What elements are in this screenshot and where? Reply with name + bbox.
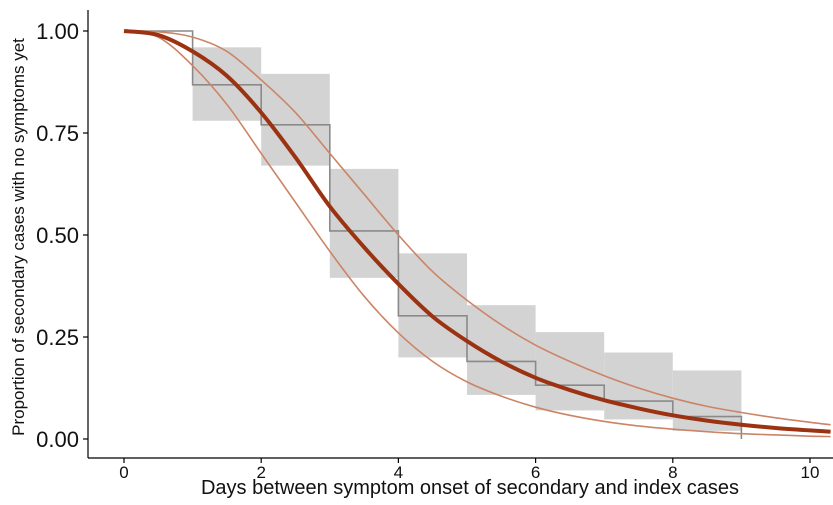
x-tick-label-4: 8	[668, 463, 677, 482]
y-tick-label-0: 0.00	[36, 427, 79, 452]
upper-bound-curve	[123, 30, 831, 426]
y-tick-label-2: 0.50	[36, 223, 79, 248]
y-tick-label-4: 1.00	[36, 19, 79, 44]
x-tick-label-5: 10	[801, 463, 820, 482]
x-tick-label-1: 2	[256, 463, 265, 482]
x-tick-label-3: 6	[531, 463, 540, 482]
ci-band-2	[261, 73, 330, 166]
curve-layer	[123, 29, 831, 438]
y-axis-title: Proportion of secondary cases with no sy…	[9, 38, 28, 436]
empirical-step-line	[124, 30, 743, 439]
x-tick-label-0: 0	[119, 463, 128, 482]
step-layer	[124, 30, 743, 439]
ci-band-5	[467, 305, 536, 395]
x-tick-label-2: 4	[394, 463, 403, 482]
y-tick-label-1: 0.25	[36, 325, 79, 350]
fitted-curve	[123, 29, 831, 434]
ci-band-layer	[192, 47, 742, 431]
y-tick-label-3: 0.75	[36, 121, 79, 146]
lower-bound-curve	[123, 30, 831, 438]
axes-layer: 0 2 4 6 8 10 0.00 0.25 0.50 0.75 1.00	[36, 10, 833, 482]
x-axis-title: Days between symptom onset of secondary …	[201, 477, 739, 499]
